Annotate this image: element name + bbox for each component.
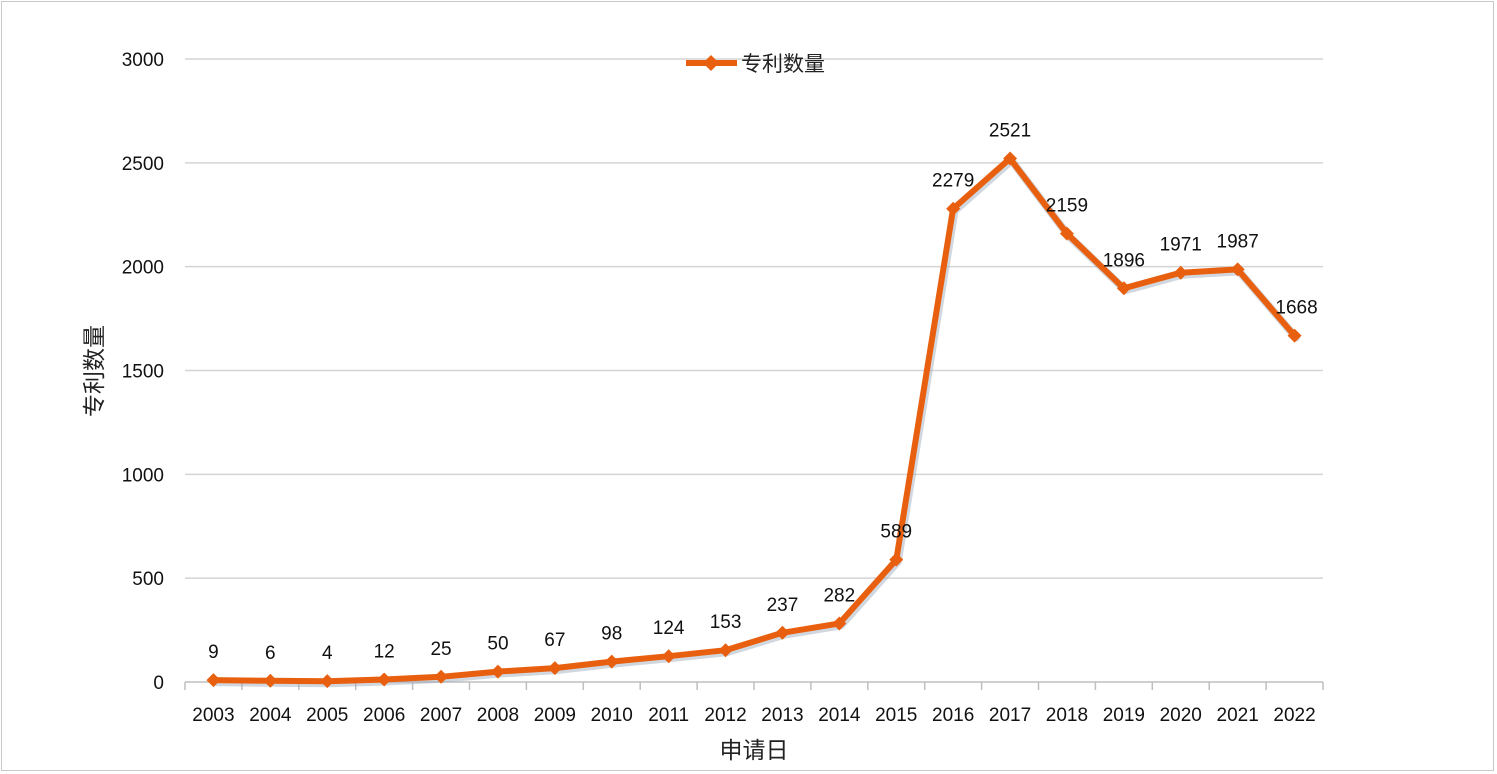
data-point-marker (1116, 281, 1131, 296)
x-tick-label: 2018 (1046, 705, 1088, 726)
data-label: 1971 (1160, 235, 1202, 256)
y-axis-title: 专利数量 (82, 325, 108, 417)
data-point-marker (320, 674, 335, 689)
data-point-marker (206, 673, 221, 688)
data-label: 2521 (989, 120, 1031, 141)
y-tick-label: 0 (153, 673, 164, 694)
data-label: 9 (208, 642, 219, 663)
data-point-marker (832, 616, 847, 631)
x-tick-label: 2009 (534, 705, 576, 726)
y-tick-label: 3000 (122, 50, 164, 71)
x-axis-ticks: 2003 2004 2005 2006 2007 2008 2009 2010 2011 2012… (192, 705, 1315, 726)
data-point-marker (1059, 226, 1074, 241)
x-tick-label: 2020 (1160, 705, 1202, 726)
data-label: 237 (767, 595, 799, 616)
x-tick-label: 2016 (932, 705, 974, 726)
legend-diamond-marker (703, 55, 719, 71)
data-point-marker (604, 654, 619, 669)
series-line (210, 155, 1298, 685)
data-label: 124 (653, 618, 685, 639)
data-label: 1668 (1275, 298, 1317, 319)
data-label: 153 (710, 612, 742, 633)
data-label: 1896 (1103, 250, 1145, 271)
data-label: 589 (880, 522, 912, 543)
legend: 专利数量 (686, 52, 825, 76)
x-tick-label: 2006 (363, 705, 405, 726)
data-label: 282 (823, 585, 855, 606)
data-point-marker (718, 643, 733, 658)
data-label: 25 (430, 639, 451, 660)
x-tick-label: 2005 (306, 705, 348, 726)
data-label: 67 (544, 630, 565, 651)
data-point-marker (377, 672, 392, 687)
x-axis-title: 申请日 (720, 738, 789, 764)
y-axis-ticks: 0 500 1000 1500 2000 2500 3000 (122, 50, 164, 694)
data-point-marker (1287, 328, 1302, 343)
x-tick-label: 2015 (875, 705, 917, 726)
x-tick-label: 2017 (989, 705, 1031, 726)
x-tick-label: 2003 (192, 705, 234, 726)
y-tick-label: 1000 (122, 465, 164, 486)
y-tick-label: 1500 (122, 362, 164, 383)
data-point-marker (490, 664, 505, 679)
x-tick-label: 2019 (1103, 705, 1145, 726)
data-point-marker (434, 669, 449, 684)
data-labels: 9 6 4 12 25 50 67 98 124 153 237 282 589 2279 2521 2159… (208, 120, 1318, 664)
x-tick-label: 2014 (818, 705, 861, 726)
data-point-marker (661, 649, 676, 664)
y-tick-label: 2500 (122, 154, 164, 175)
y-tick-label: 500 (132, 569, 164, 590)
series-line-shadow (210, 156, 1300, 688)
x-tick-label: 2007 (420, 705, 462, 726)
data-point-marker (1230, 262, 1245, 277)
x-tick-label: 2011 (648, 705, 689, 726)
data-point-marker (1173, 265, 1188, 280)
data-label: 2279 (932, 171, 974, 192)
data-label: 50 (487, 634, 508, 655)
data-point-marker (547, 661, 562, 676)
gridlines (185, 58, 1323, 579)
data-point-marker (263, 673, 278, 688)
legend-label: 专利数量 (741, 52, 825, 76)
x-tick-label: 2012 (704, 705, 746, 726)
series-group (206, 151, 1302, 689)
data-point-marker (775, 625, 790, 640)
x-tick-label: 2008 (477, 705, 519, 726)
data-label: 98 (601, 624, 622, 645)
data-label: 4 (322, 643, 333, 664)
data-label: 12 (374, 642, 395, 663)
x-tick-label: 2021 (1217, 705, 1259, 726)
data-point-marker (1003, 151, 1018, 166)
data-label: 6 (265, 643, 276, 664)
x-tick-label: 2010 (591, 705, 633, 726)
data-point-marker (889, 552, 904, 567)
data-point-marker (946, 201, 961, 216)
y-tick-label: 2000 (122, 258, 164, 279)
x-tick-label: 2004 (249, 705, 292, 726)
data-label: 2159 (1046, 196, 1088, 217)
data-label: 1987 (1217, 231, 1259, 252)
x-tick-label: 2013 (761, 705, 803, 726)
x-tick-label: 2022 (1273, 705, 1315, 726)
